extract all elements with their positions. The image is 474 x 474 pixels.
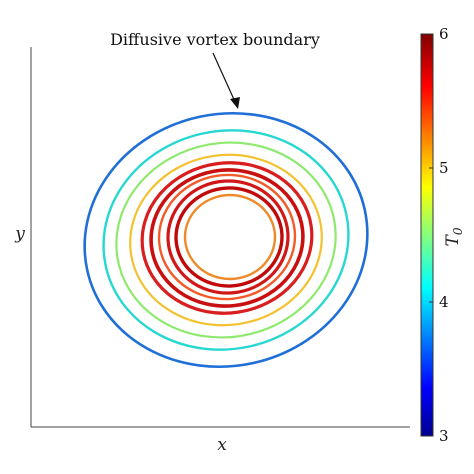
contour-line bbox=[140, 161, 314, 315]
contour-line bbox=[115, 141, 337, 339]
svg-text:T0: T0 bbox=[443, 227, 465, 246]
contour-line bbox=[149, 168, 305, 308]
contour-line bbox=[183, 193, 277, 281]
colorbar-tick-label: 3 bbox=[439, 427, 449, 445]
annotation-arrowhead bbox=[230, 97, 240, 109]
contour-line bbox=[166, 179, 290, 295]
contour-line bbox=[129, 153, 323, 327]
colorbar-label-sub: 0 bbox=[451, 227, 465, 235]
contour-line bbox=[174, 186, 284, 288]
contour-lines bbox=[83, 111, 369, 369]
plot-axes bbox=[30, 47, 410, 428]
y-axis-label: y bbox=[14, 224, 25, 244]
colorbar-tick-label: 4 bbox=[439, 293, 449, 311]
colorbar-label: T0 bbox=[443, 227, 465, 246]
contour-line bbox=[102, 129, 350, 351]
contour-line bbox=[157, 173, 297, 301]
annotation-arrow-line bbox=[212, 52, 237, 105]
contour-line bbox=[83, 111, 369, 369]
colorbar-gradient bbox=[420, 33, 434, 437]
colorbar: 3 4 5 6 T0 bbox=[420, 25, 465, 445]
colorbar-ticks: 3 4 5 6 bbox=[429, 25, 449, 445]
annotation-text: Diffusive vortex boundary bbox=[110, 30, 320, 49]
colorbar-label-main: T bbox=[443, 233, 463, 246]
x-axis-label: x bbox=[217, 435, 227, 455]
annotation: Diffusive vortex boundary bbox=[110, 30, 320, 109]
colorbar-tick-label: 6 bbox=[439, 25, 449, 43]
colorbar-tick-label: 5 bbox=[439, 159, 449, 177]
